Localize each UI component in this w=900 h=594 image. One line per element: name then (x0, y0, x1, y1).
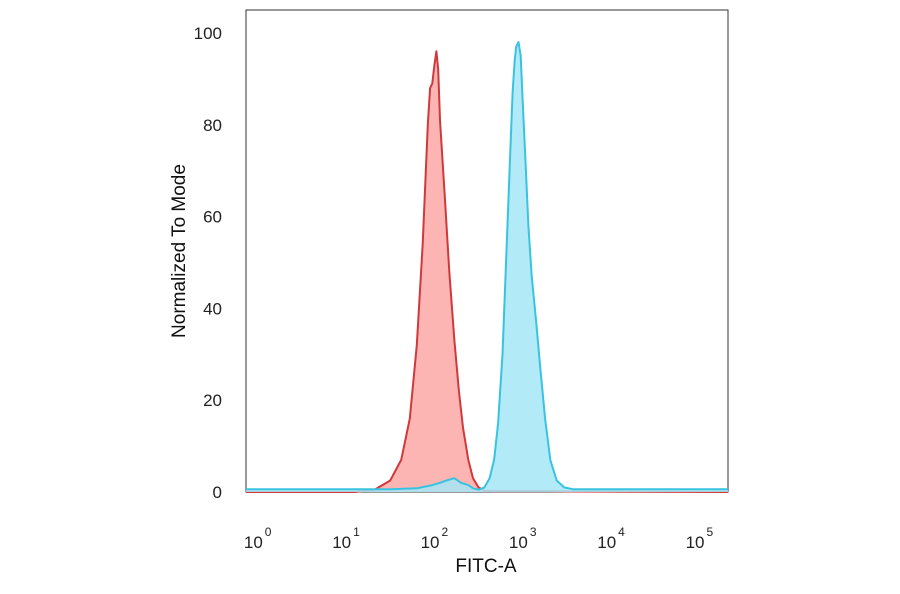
x-tick-label: 102 (421, 525, 449, 552)
y-tick-label: 80 (203, 116, 222, 135)
y-tick-label: 100 (194, 24, 222, 43)
x-tick-label: 104 (597, 525, 625, 552)
series-2-line (246, 41, 728, 491)
y-tick-label: 0 (213, 483, 222, 502)
x-tick-labels: 100 101 102 103 104 105 (244, 525, 714, 552)
series-layer (246, 41, 729, 493)
y-axis-title: Normalized To Mode (169, 164, 190, 338)
x-tick-label: 103 (509, 525, 537, 552)
plot-frame (245, 9, 729, 493)
x-axis-title: FITC-A (455, 556, 517, 577)
x-tick-label: 101 (332, 525, 360, 552)
y-tick-labels: 0 20 40 60 80 100 (194, 24, 222, 502)
x-tick-label: 100 (244, 525, 272, 552)
y-tick-label: 40 (203, 299, 222, 318)
x-tick-label: 105 (686, 525, 714, 552)
y-tick-label: 20 (203, 391, 222, 410)
y-tick-label: 60 (203, 208, 222, 227)
